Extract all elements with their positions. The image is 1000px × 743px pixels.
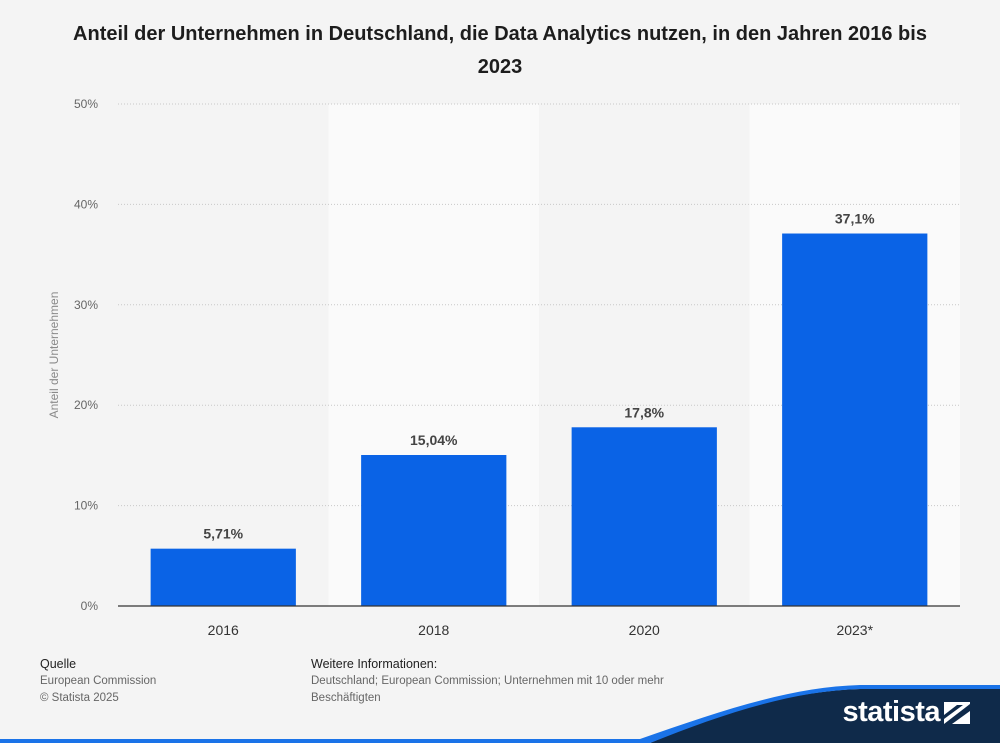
bar[interactable] — [150, 548, 296, 606]
gridlines — [118, 103, 960, 507]
chart-title: Anteil der Unternehmen in Deutschland, d… — [73, 23, 927, 78]
copyright-line: © Statista 2025 — [40, 692, 119, 704]
x-tick-label: 2020 — [629, 622, 660, 638]
statista-logo-icon — [944, 702, 970, 724]
statista-logo[interactable]: statista — [842, 696, 940, 728]
x-tick-label: 2023* — [836, 622, 873, 638]
source-block: Quelle European Commission © Statista 20… — [40, 656, 156, 707]
source-heading: Quelle — [40, 657, 77, 671]
bar[interactable] — [782, 233, 928, 607]
bars — [150, 233, 928, 607]
y-axis-title: Anteil der Unternehmen — [47, 292, 61, 419]
y-tick-label: 0% — [81, 599, 99, 613]
data-label: 15,04% — [410, 432, 458, 448]
y-axis-ticks: 0% 10% 20% 30% 40% 50% — [74, 97, 98, 613]
bar[interactable] — [361, 454, 507, 606]
y-tick-label: 50% — [74, 97, 98, 111]
data-labels: 5,71% 15,04% 17,8% 37,1% — [203, 211, 875, 542]
x-axis-ticks: 2016 2018 2020 2023* — [208, 622, 874, 638]
y-tick-label: 30% — [74, 298, 98, 312]
info-block: Weitere Informationen: Deutschland; Euro… — [311, 656, 731, 707]
footer-band — [0, 685, 1000, 743]
data-label: 17,8% — [624, 404, 664, 420]
y-tick-label: 10% — [74, 499, 98, 513]
y-tick-label: 20% — [74, 398, 98, 412]
y-tick-label: 40% — [74, 197, 98, 211]
info-heading: Weitere Informationen: — [311, 657, 438, 671]
bar[interactable] — [571, 427, 717, 606]
data-label: 37,1% — [835, 211, 875, 227]
bar-chart: 0% 10% 20% 30% 40% 50% Anteil der Unternehmen… — [47, 97, 960, 638]
x-tick-label: 2018 — [418, 622, 449, 638]
x-tick-label: 2016 — [208, 622, 239, 638]
info-text: Deutschland; European Commission; Untern… — [311, 675, 664, 704]
data-label: 5,71% — [203, 526, 243, 542]
source-line[interactable]: European Commission — [40, 675, 157, 687]
